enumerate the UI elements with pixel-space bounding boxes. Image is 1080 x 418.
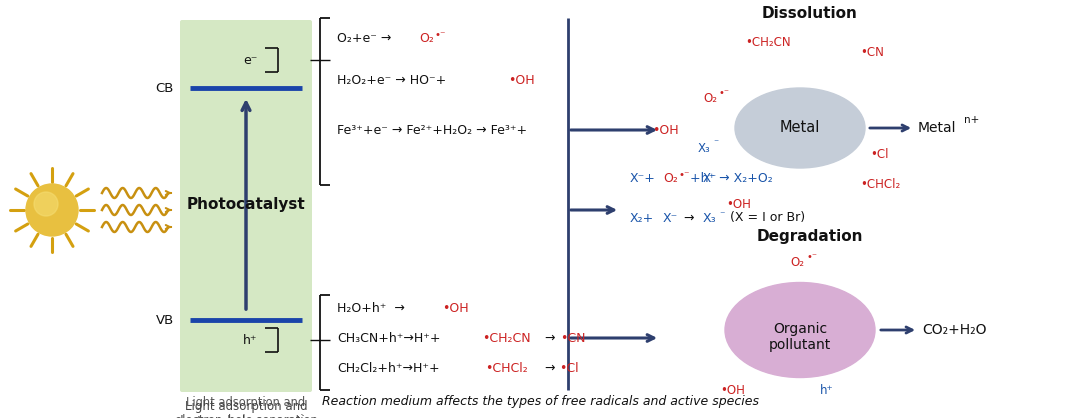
Text: O₂: O₂ bbox=[419, 31, 434, 44]
Text: →: → bbox=[544, 362, 554, 375]
Circle shape bbox=[26, 184, 78, 236]
Text: •⁻: •⁻ bbox=[435, 30, 446, 40]
Ellipse shape bbox=[725, 283, 875, 377]
Text: X₂+: X₂+ bbox=[630, 212, 654, 224]
Text: ⁻: ⁻ bbox=[719, 210, 725, 220]
Circle shape bbox=[33, 192, 58, 216]
Text: H₂O+h⁺  →: H₂O+h⁺ → bbox=[337, 301, 409, 314]
Text: Light adsorption and
electron–hole separation: Light adsorption and electron–hole separ… bbox=[173, 400, 320, 418]
Text: Degradation: Degradation bbox=[757, 229, 863, 245]
Text: •OH: •OH bbox=[442, 301, 469, 314]
Text: X⁻+: X⁻+ bbox=[630, 171, 656, 184]
Text: Photocatalyst: Photocatalyst bbox=[187, 197, 306, 212]
Text: Dissolution: Dissolution bbox=[762, 7, 858, 21]
Text: •⁻: •⁻ bbox=[679, 170, 690, 180]
Text: •OH: •OH bbox=[652, 123, 678, 137]
Text: →: → bbox=[680, 212, 699, 224]
Text: h⁺: h⁺ bbox=[820, 383, 834, 397]
Text: O₂: O₂ bbox=[703, 92, 717, 104]
Text: X₃: X₃ bbox=[698, 142, 711, 155]
Text: •CHCl₂: •CHCl₂ bbox=[485, 362, 528, 375]
Text: CB: CB bbox=[156, 82, 174, 94]
Text: •CHCl₂: •CHCl₂ bbox=[860, 178, 901, 191]
Text: •CH₂CN: •CH₂CN bbox=[482, 331, 530, 344]
Text: CH₂Cl₂+h⁺→H⁺+: CH₂Cl₂+h⁺→H⁺+ bbox=[337, 362, 440, 375]
Text: h⁺: h⁺ bbox=[243, 334, 257, 347]
Text: •Cl: •Cl bbox=[870, 148, 889, 161]
Text: →: → bbox=[544, 331, 554, 344]
Text: Fe³⁺+e⁻ → Fe²⁺+H₂O₂ → Fe³⁺+: Fe³⁺+e⁻ → Fe²⁺+H₂O₂ → Fe³⁺+ bbox=[337, 123, 527, 137]
Text: H₂O₂+e⁻ → HO⁻+: H₂O₂+e⁻ → HO⁻+ bbox=[337, 74, 446, 87]
Text: •CN: •CN bbox=[860, 46, 883, 59]
Text: ⁻: ⁻ bbox=[713, 138, 718, 148]
Text: Metal: Metal bbox=[780, 120, 820, 135]
Text: O₂: O₂ bbox=[789, 255, 804, 268]
Text: O₂+e⁻ →: O₂+e⁻ → bbox=[337, 31, 395, 44]
Text: •CH₂CN: •CH₂CN bbox=[745, 36, 791, 48]
Text: Organic
pollutant: Organic pollutant bbox=[769, 322, 832, 352]
Text: CO₂+H₂O: CO₂+H₂O bbox=[922, 323, 986, 337]
Text: •CN: •CN bbox=[561, 331, 585, 344]
Text: e⁻: e⁻ bbox=[243, 54, 257, 66]
Ellipse shape bbox=[735, 88, 865, 168]
Text: •⁻: •⁻ bbox=[806, 252, 816, 262]
Text: •OH: •OH bbox=[726, 199, 751, 212]
Text: Reaction medium affects the types of free radicals and active species: Reaction medium affects the types of fre… bbox=[322, 395, 758, 408]
Text: •⁻: •⁻ bbox=[718, 88, 729, 98]
Text: n+: n+ bbox=[964, 115, 980, 125]
Text: CH₃CN+h⁺→H⁺+: CH₃CN+h⁺→H⁺+ bbox=[337, 331, 441, 344]
Text: X⁻: X⁻ bbox=[703, 171, 717, 184]
Text: •Cl: •Cl bbox=[559, 362, 579, 375]
Text: (X = I or Br): (X = I or Br) bbox=[726, 212, 805, 224]
Text: •OH: •OH bbox=[508, 74, 535, 87]
Text: VB: VB bbox=[156, 314, 174, 326]
Text: +h⁺ → X₂+O₂: +h⁺ → X₂+O₂ bbox=[690, 171, 773, 184]
FancyBboxPatch shape bbox=[180, 20, 312, 392]
Text: •OH: •OH bbox=[720, 383, 745, 397]
Text: Metal: Metal bbox=[918, 121, 957, 135]
Text: X⁻: X⁻ bbox=[663, 212, 678, 224]
Text: Light adsorption and
electron–hole separation: Light adsorption and electron–hole separ… bbox=[175, 396, 318, 418]
Text: O₂: O₂ bbox=[663, 171, 678, 184]
Text: X₃: X₃ bbox=[703, 212, 717, 224]
